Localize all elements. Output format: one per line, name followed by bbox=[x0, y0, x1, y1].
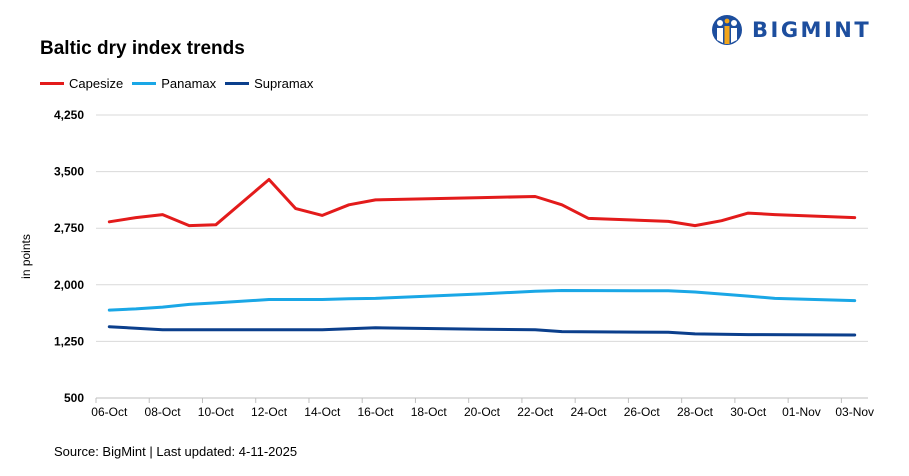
source-note: Source: BigMint | Last updated: 4-11-202… bbox=[54, 444, 298, 459]
x-tick-label: 03-Nov bbox=[835, 405, 874, 419]
x-tick-label: 24-Oct bbox=[570, 405, 607, 419]
x-tick-label: 22-Oct bbox=[517, 405, 554, 419]
y-tick-label: 4,250 bbox=[54, 108, 84, 122]
y-axis-label: in points bbox=[19, 234, 33, 279]
bigmint-emblem-icon bbox=[712, 15, 742, 45]
series-line-supramax bbox=[107, 325, 857, 337]
x-tick-label: 08-Oct bbox=[145, 405, 182, 419]
legend-label: Supramax bbox=[254, 76, 314, 91]
y-tick-label: 2,000 bbox=[54, 278, 84, 292]
brand-logo: BIGMINT bbox=[708, 14, 871, 46]
chart-legend: Capesize Panamax Supramax bbox=[40, 76, 322, 91]
legend-label: Capesize bbox=[69, 76, 124, 91]
y-tick-label: 1,250 bbox=[54, 334, 84, 348]
legend-item-supramax: Supramax bbox=[225, 76, 313, 91]
x-tick-label: 12-Oct bbox=[251, 405, 288, 419]
y-tick-label: 500 bbox=[64, 391, 84, 405]
series-line-capesize bbox=[107, 178, 857, 228]
x-tick-label: 28-Oct bbox=[677, 405, 714, 419]
legend-label: Panamax bbox=[161, 76, 217, 91]
x-tick-label: 06-Oct bbox=[91, 405, 128, 419]
legend-item-panamax: Panamax bbox=[132, 76, 216, 91]
brand-name: BIGMINT bbox=[752, 18, 872, 42]
x-tick-label: 18-Oct bbox=[411, 405, 448, 419]
legend-swatch bbox=[225, 82, 250, 85]
series-line-panamax bbox=[107, 289, 857, 312]
x-tick-label: 14-Oct bbox=[304, 405, 341, 419]
x-tick-label: 10-Oct bbox=[198, 405, 235, 419]
x-tick-label: 26-Oct bbox=[624, 405, 661, 419]
legend-item-capesize: Capesize bbox=[40, 76, 123, 91]
x-tick-label: 20-Oct bbox=[464, 405, 501, 419]
x-tick-label: 01-Nov bbox=[782, 405, 821, 419]
y-tick-label: 3,500 bbox=[54, 165, 84, 179]
chart-title: Baltic dry index trends bbox=[40, 38, 245, 59]
x-tick-label: 30-Oct bbox=[730, 405, 767, 419]
x-tick-label: 16-Oct bbox=[358, 405, 395, 419]
legend-swatch bbox=[40, 82, 64, 85]
legend-swatch bbox=[132, 82, 157, 85]
y-tick-label: 2,750 bbox=[54, 221, 84, 235]
